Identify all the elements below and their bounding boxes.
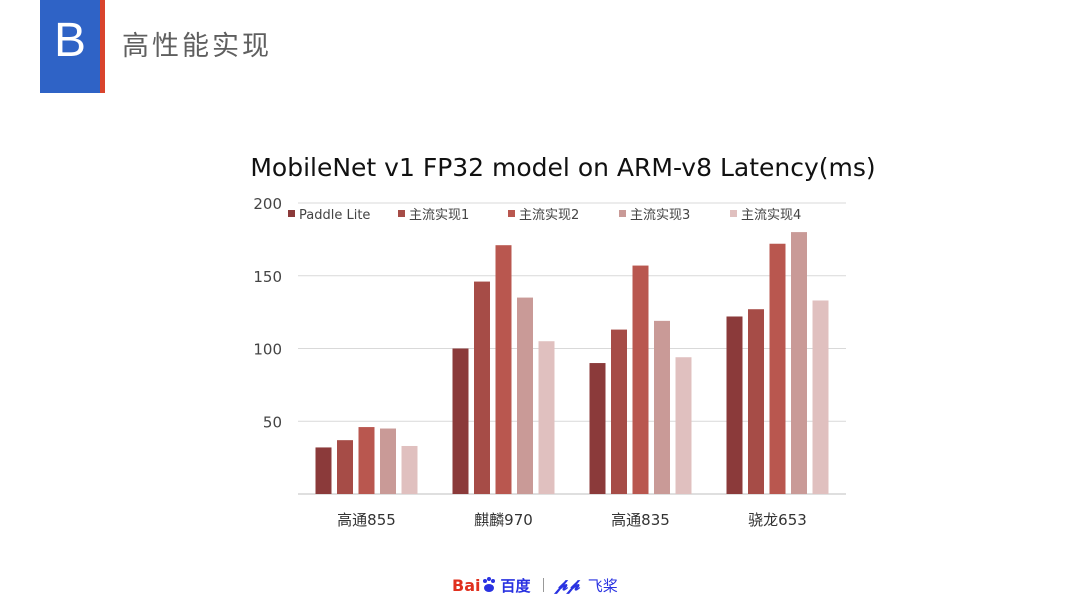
chart-title: MobileNet v1 FP32 model on ARM-v8 Latenc… bbox=[250, 153, 875, 182]
legend-swatch bbox=[288, 210, 295, 217]
bar bbox=[380, 428, 396, 494]
bar-chart: MobileNet v1 FP32 model on ARM-v8 Latenc… bbox=[250, 153, 875, 529]
section-badge: B bbox=[40, 0, 100, 93]
bar bbox=[675, 357, 692, 494]
badge-accent-bar bbox=[100, 0, 105, 93]
bar bbox=[401, 445, 418, 494]
bar bbox=[791, 232, 807, 494]
legend-swatch bbox=[730, 210, 737, 217]
bar bbox=[315, 447, 332, 494]
legend-swatch bbox=[508, 210, 515, 217]
chart-legend: Paddle Lite 主流实现1 主流实现2 主流实现3 主流实现4 bbox=[288, 208, 801, 223]
x-tick-label: 高通855 bbox=[337, 511, 396, 529]
bar bbox=[538, 341, 555, 494]
section-title: 高性能实现 bbox=[122, 31, 272, 62]
legend-label: 主流实现4 bbox=[741, 208, 801, 223]
bar bbox=[812, 300, 829, 494]
footer-divider bbox=[542, 578, 544, 592]
y-tick-label: 200 bbox=[253, 195, 282, 213]
bar bbox=[726, 316, 743, 494]
x-tick-label: 麒麟970 bbox=[474, 511, 533, 529]
y-tick-label: 50 bbox=[263, 413, 282, 431]
bar bbox=[452, 348, 469, 494]
bar bbox=[474, 281, 490, 494]
bar bbox=[589, 363, 606, 494]
y-axis-ticks: 50 100 150 200 bbox=[253, 195, 282, 431]
bar bbox=[611, 329, 627, 494]
legend-label: Paddle Lite bbox=[299, 208, 370, 223]
baidu-paw-icon bbox=[483, 577, 496, 592]
bar bbox=[358, 427, 375, 494]
x-axis-ticks: 高通855 麒麟970 高通835 骁龙653 bbox=[337, 511, 807, 529]
bar bbox=[517, 297, 533, 494]
paddle-logo-text: 飞桨 bbox=[587, 576, 618, 595]
bar bbox=[337, 440, 353, 494]
bar bbox=[632, 265, 649, 494]
footer-logos: Bai du 百度 𝓹𝓹 飞桨 bbox=[452, 570, 618, 600]
paddle-logo-mark: 𝓹𝓹 bbox=[555, 575, 580, 594]
legend-label: 主流实现3 bbox=[630, 208, 690, 223]
legend-label: 主流实现1 bbox=[409, 208, 469, 223]
x-tick-label: 骁龙653 bbox=[748, 511, 807, 529]
chart-bars bbox=[315, 232, 829, 494]
legend-swatch bbox=[619, 210, 626, 217]
bar bbox=[495, 245, 512, 494]
y-tick-label: 100 bbox=[253, 341, 282, 359]
bar bbox=[748, 309, 764, 494]
baidu-logo: Bai du 百度 bbox=[452, 575, 531, 595]
x-tick-label: 高通835 bbox=[611, 511, 670, 529]
y-tick-label: 150 bbox=[253, 268, 282, 286]
legend-swatch bbox=[398, 210, 405, 217]
bar bbox=[654, 320, 670, 494]
bar bbox=[769, 243, 786, 494]
legend-label: 主流实现2 bbox=[519, 208, 579, 223]
